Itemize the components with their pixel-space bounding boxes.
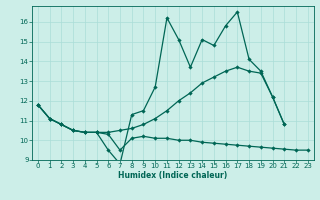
X-axis label: Humidex (Indice chaleur): Humidex (Indice chaleur) xyxy=(118,171,228,180)
